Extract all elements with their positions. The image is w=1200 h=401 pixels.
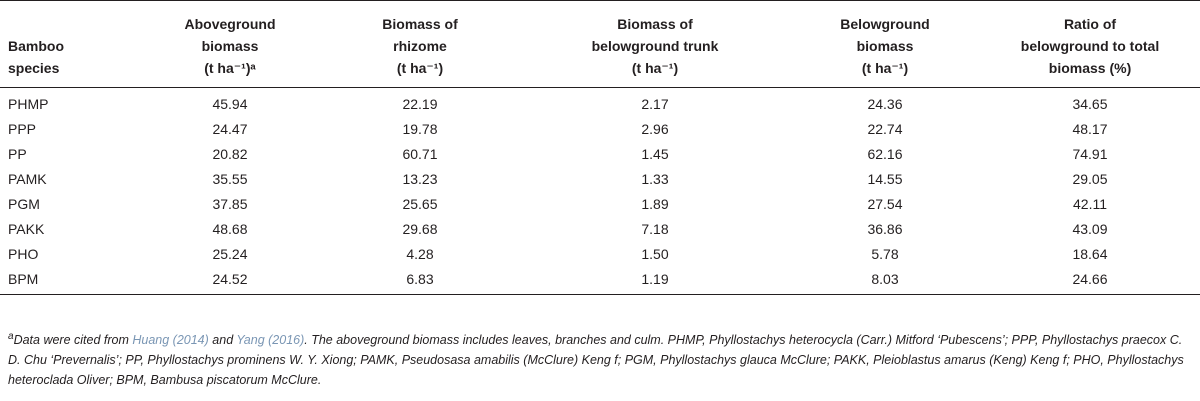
reference-link-yang-2016[interactable]: Yang (2016) (236, 333, 305, 347)
value-cell: 27.54 (867, 196, 903, 212)
value-cell: 24.47 (212, 121, 248, 137)
footnote-text-3: . The aboveground biomass includes leave… (8, 333, 1184, 387)
reference-link-huang-2014[interactable]: Huang (2014) (132, 333, 209, 347)
column-header: Biomass of belowground trunk (t ha⁻¹) (520, 1, 790, 88)
table-footnote: aData were cited from Huang (2014) and Y… (8, 330, 1193, 390)
value-cell: 24.52 (140, 267, 320, 295)
table-body: PHMP 45.94 22.19 2.17 24.36 34.65 PPP 24.47 19.7… (0, 88, 1200, 295)
species-cell: PGM (8, 196, 40, 212)
species-cell: PHO (8, 246, 39, 262)
column-header-line: Aboveground (184, 16, 276, 32)
species-cell: PP (8, 146, 27, 162)
species-cell: PPP (8, 121, 37, 137)
value-cell: 2.96 (641, 121, 669, 137)
value-cell: 24.36 (867, 96, 903, 112)
table-row: PAKK 48.68 29.68 7.18 36.86 43.09 (0, 217, 1200, 242)
value-cell: 48.68 (212, 221, 248, 237)
biomass-table: Bamboo species Aboveground biomass (t ha⁻¹)ᵃ… (0, 0, 1200, 295)
column-header-line: biomass (201, 38, 259, 54)
species-cell: BPM (0, 267, 140, 295)
table-row: BPM 24.52 6.83 1.19 8.03 24.66 (0, 267, 1200, 295)
column-header-line: biomass (%) (1048, 60, 1132, 76)
value-cell: 43.09 (1072, 221, 1108, 237)
value-cell: 34.65 (1072, 96, 1108, 112)
value-cell: 1.89 (641, 196, 669, 212)
value-cell: 1.19 (520, 267, 790, 295)
column-header-line: Biomass of (617, 16, 693, 32)
column-header-line: (t ha⁻¹) (631, 60, 679, 76)
value-cell: 8.03 (790, 267, 980, 295)
value-cell: 45.94 (212, 96, 248, 112)
column-header-line: species (8, 60, 60, 76)
table-row: PHMP 45.94 22.19 2.17 24.36 34.65 (0, 88, 1200, 118)
value-cell: 20.82 (212, 146, 248, 162)
table-row: PPP 24.47 19.78 2.96 22.74 48.17 (0, 117, 1200, 142)
value-cell: 22.19 (402, 96, 438, 112)
value-cell: 24.66 (980, 267, 1200, 295)
column-header-line: (t ha⁻¹) (396, 60, 444, 76)
table-row: PAMK 35.55 13.23 1.33 14.55 29.05 (0, 167, 1200, 192)
value-cell: 6.83 (320, 267, 520, 295)
value-cell: 60.71 (402, 146, 438, 162)
value-cell: 1.45 (641, 146, 669, 162)
column-header-line: belowground trunk (591, 38, 719, 54)
value-cell: 7.18 (641, 221, 669, 237)
column-header-line: (t ha⁻¹)ᵃ (204, 60, 256, 76)
column-header-line: (t ha⁻¹) (861, 60, 909, 76)
footnote-text-1: Data were cited from (13, 333, 133, 347)
value-cell: 74.91 (1072, 146, 1108, 162)
footnote-marker: a (8, 330, 14, 342)
column-header-line: Ratio of (1063, 16, 1117, 32)
column-header: Bamboo species (0, 1, 140, 88)
table-row: PGM 37.85 25.65 1.89 27.54 42.11 (0, 192, 1200, 217)
column-header-line: belowground to total (1020, 38, 1160, 54)
value-cell: 42.11 (1073, 196, 1107, 212)
species-cell: PHMP (8, 96, 49, 112)
value-cell: 36.86 (867, 221, 903, 237)
table-row: PP 20.82 60.71 1.45 62.16 74.91 (0, 142, 1200, 167)
value-cell: 1.50 (641, 246, 669, 262)
column-header: Biomass of rhizome (t ha⁻¹) (320, 1, 520, 88)
value-cell: 5.78 (871, 246, 899, 262)
table-header: Bamboo species Aboveground biomass (t ha⁻¹)ᵃ… (0, 0, 1200, 88)
value-cell: 4.28 (406, 246, 434, 262)
value-cell: 18.64 (1072, 246, 1108, 262)
column-header-line: rhizome (393, 38, 447, 54)
value-cell: 22.74 (867, 121, 903, 137)
species-cell: PAKK (8, 221, 45, 237)
column-header: Aboveground biomass (t ha⁻¹)ᵃ (140, 1, 320, 88)
column-header-line: Bamboo (8, 38, 64, 54)
value-cell: 19.78 (402, 121, 438, 137)
value-cell: 14.55 (867, 171, 903, 187)
value-cell: 1.33 (641, 171, 669, 187)
value-cell: 48.17 (1072, 121, 1108, 137)
column-header-line: biomass (856, 38, 914, 54)
column-header-line: Belowground (840, 16, 930, 32)
value-cell: 13.23 (402, 171, 438, 187)
column-header: Belowground biomass (t ha⁻¹) (790, 1, 980, 88)
column-header-line: Biomass of (382, 16, 458, 32)
header-row: Bamboo species Aboveground biomass (t ha⁻¹)ᵃ… (0, 0, 1200, 88)
species-cell: PAMK (8, 171, 47, 187)
value-cell: 37.85 (212, 196, 248, 212)
value-cell: 62.16 (867, 146, 903, 162)
value-cell: 29.68 (402, 221, 438, 237)
value-cell: 29.05 (1072, 171, 1108, 187)
value-cell: 2.17 (641, 96, 669, 112)
value-cell: 25.24 (212, 246, 248, 262)
value-cell: 35.55 (212, 171, 248, 187)
value-cell: 25.65 (402, 196, 438, 212)
footnote-text-2: and (208, 333, 237, 347)
table-row: PHO 25.24 4.28 1.50 5.78 18.64 (0, 242, 1200, 267)
column-header: Ratio of belowground to total biomass (%) (980, 1, 1200, 88)
